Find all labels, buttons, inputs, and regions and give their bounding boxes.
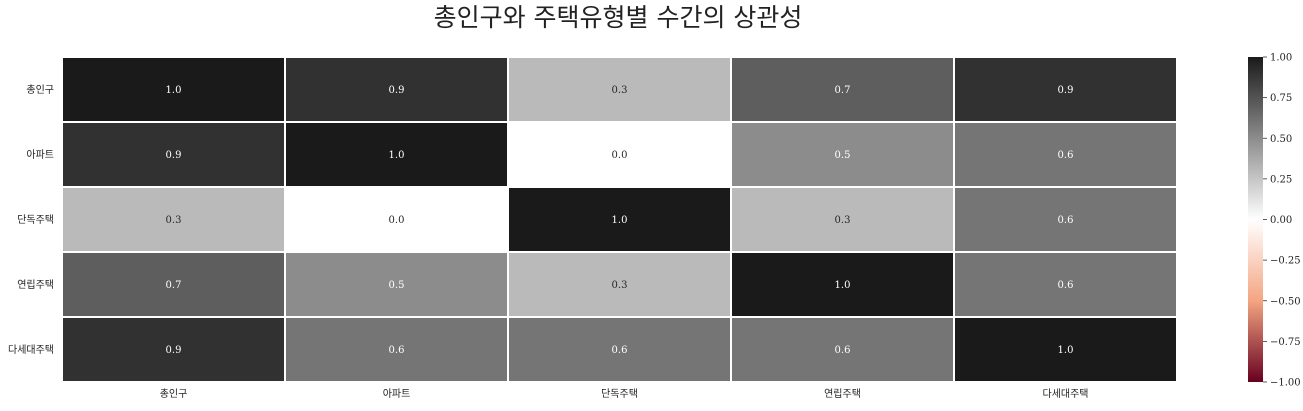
cell-value-label-1-1: 1.0 [389, 150, 405, 161]
column-tick-label-2: 단독주택 [601, 388, 638, 400]
colorbar-gradient [1248, 57, 1263, 382]
row-tick-label-1: 아파트 [26, 149, 54, 161]
cell-value-label-0-0: 1.0 [166, 85, 182, 96]
cell-value-label-1-4: 0.6 [1058, 150, 1074, 161]
cell-value-label-4-3: 0.6 [835, 345, 851, 356]
heatmap-cell-1-2 [507, 121, 732, 188]
cell-value-label-4-1: 0.6 [389, 345, 405, 356]
row-tick-label-0: 총인구 [26, 84, 54, 96]
heatmap-cell-4-4 [953, 316, 1178, 383]
cell-value-label-3-1: 0.5 [389, 280, 405, 291]
colorbar-tick-label-8: −1.00 [1270, 378, 1301, 389]
heatmap-cell-0-2 [507, 56, 732, 123]
cell-value-label-1-2: 0.0 [612, 150, 628, 161]
cell-value-label-1-0: 0.9 [166, 150, 182, 161]
column-tick-label-4: 다세대주택 [1043, 388, 1089, 400]
heatmap-cell-1-0 [61, 121, 286, 188]
row-tick-label-3: 연립주택 [17, 278, 54, 291]
colorbar: 1.00 0.75 0.50 0.25 0.00 −0.25 −0.50 −0.75 −1.00 [1248, 53, 1301, 389]
cell-value-label-3-4: 0.6 [1058, 280, 1074, 291]
cell-value-label-0-3: 0.7 [835, 85, 851, 96]
cell-value-label-2-0: 0.3 [166, 215, 182, 226]
heatmap-cell-4-1 [284, 316, 509, 383]
colorbar-tick-label-7: −0.75 [1270, 337, 1301, 348]
cell-value-label-2-4: 0.6 [1058, 215, 1074, 226]
colorbar-tick-label-2: 0.50 [1270, 134, 1292, 145]
heatmap-cell-3-3 [730, 251, 955, 318]
column-tick-label-3: 연립주택 [824, 387, 861, 400]
colorbar-tick-label-1: 0.75 [1270, 93, 1292, 104]
cell-value-label-2-3: 0.3 [835, 215, 851, 226]
heatmap-cells: 1.0 0.9 0.3 0.7 0.9 0.9 1.0 0.0 0.5 0.6 0.3 0.0 1.0 0… [61, 56, 1178, 383]
column-tick-label-1: 아파트 [383, 388, 411, 400]
row-tick-label-2: 단독주택 [17, 214, 54, 226]
cell-value-label-4-4: 1.0 [1058, 345, 1074, 356]
heatmap-cell-2-3 [730, 186, 955, 253]
heatmap-cell-0-0 [61, 56, 286, 123]
cell-value-label-3-0: 0.7 [166, 280, 182, 291]
cell-value-label-2-1: 0.0 [389, 215, 405, 226]
cell-value-label-1-3: 0.5 [835, 150, 851, 161]
cell-value-label-3-2: 0.3 [612, 280, 628, 291]
cell-value-label-3-3: 1.0 [835, 280, 851, 291]
cell-value-label-2-2: 1.0 [612, 215, 628, 226]
colorbar-tick-label-4: 0.00 [1270, 215, 1292, 226]
cell-value-label-0-2: 0.3 [612, 85, 628, 96]
cell-value-label-4-2: 0.6 [612, 345, 628, 356]
heatmap-cell-3-2 [507, 251, 732, 318]
heatmap-cell-3-1 [284, 251, 509, 318]
heatmap-cell-1-4 [953, 121, 1178, 188]
column-tick-label-0: 총인구 [160, 388, 188, 400]
heatmap-cell-4-0 [61, 316, 286, 383]
row-tick-label-4: 다세대주택 [8, 344, 54, 356]
chart-title: 총인구와 주택유형별 수간의 상관성 [434, 3, 803, 32]
heatmap-cell-3-0 [61, 251, 286, 318]
heatmap-cell-3-4 [953, 251, 1178, 318]
colorbar-tick-label-6: −0.50 [1270, 296, 1301, 307]
colorbar-tick-label-5: −0.25 [1270, 256, 1301, 267]
colorbar-tick-label-0: 1.00 [1270, 53, 1292, 64]
heatmap-cell-4-2 [507, 316, 732, 383]
heatmap-cell-2-1 [284, 186, 509, 253]
cell-value-label-4-0: 0.9 [166, 345, 182, 356]
colorbar-tick-label-3: 0.25 [1270, 174, 1292, 185]
column-tick-labels: 총인구 아파트 단독주택 연립주택 다세대주택 [160, 387, 1089, 400]
cell-value-label-0-4: 0.9 [1058, 85, 1074, 96]
cell-value-label-0-1: 0.9 [389, 85, 405, 96]
heatmap-cell-0-1 [284, 56, 509, 123]
